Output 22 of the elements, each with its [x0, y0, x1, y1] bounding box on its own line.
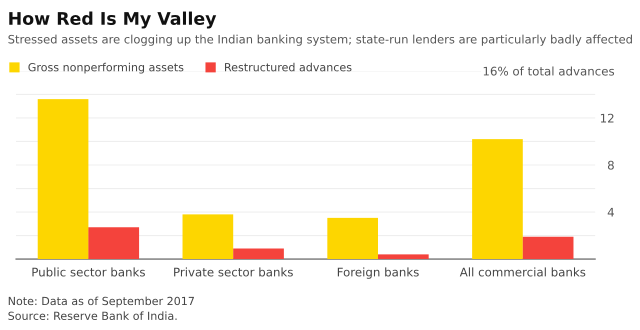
legend-label: Restructured advances [225, 62, 352, 72]
bar [38, 99, 88, 260]
bar [327, 218, 378, 260]
x-tick-label: All commercial banks [460, 267, 586, 277]
x-tick-label: Foreign banks [338, 267, 419, 279]
chart-subtitle: Stressed assets are clogging up the Indian banking system; state-run lenders are particularly badly affected [8, 34, 632, 46]
y-tick-label: 4 [608, 208, 614, 217]
bar [88, 227, 140, 260]
bar [472, 139, 523, 260]
y-tick-label: 16% of total advances [484, 66, 614, 76]
bar [378, 254, 429, 260]
bar [233, 248, 284, 260]
x-tick-label: Public sector banks [32, 267, 145, 277]
x-tick-label: Private sector banks [174, 267, 293, 277]
source-note: Source: Reserve Bank of India. [8, 311, 177, 320]
bar [522, 236, 574, 260]
legend-label: Gross nonperforming assets [28, 62, 184, 74]
y-tick-label: 8 [608, 160, 614, 170]
chart-title: How Red Is My Valley [9, 12, 216, 28]
bar [182, 214, 234, 260]
text: Note: Data as of September 2017 [8, 296, 194, 308]
y-tick-label: 12 [600, 114, 614, 122]
